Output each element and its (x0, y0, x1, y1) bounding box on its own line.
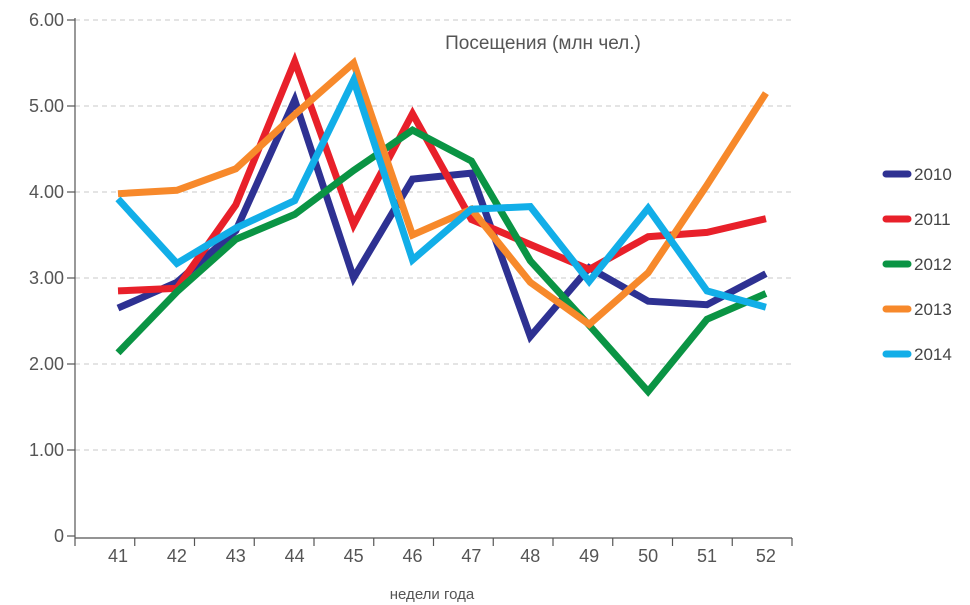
x-tick-label: 47 (461, 546, 481, 566)
legend-label: 2011 (914, 210, 951, 229)
legend-item-2010: 2010 (882, 165, 952, 184)
x-tick-label: 49 (579, 546, 599, 566)
x-tick-label: 45 (344, 546, 364, 566)
x-tick-label: 43 (226, 546, 246, 566)
x-tick-label: 48 (520, 546, 540, 566)
x-tick-label: 44 (285, 546, 305, 566)
legend-item-2014: 2014 (882, 345, 952, 364)
y-tick-label: 2.00 (29, 354, 64, 374)
series-line-2014 (115, 70, 767, 311)
x-axis-title: недели года (390, 586, 475, 603)
legend-item-2011: 2011 (882, 210, 951, 229)
x-tick-label: 42 (167, 546, 187, 566)
legend-label: 2012 (914, 255, 952, 274)
series-line-2013 (117, 56, 769, 329)
y-axis-ticks: 0 1.00 2.00 3.00 4.00 5.00 6.00 (29, 10, 75, 546)
y-tick-label: 0 (54, 526, 64, 546)
x-tick-label: 41 (108, 546, 128, 566)
chart-title: Посещения (млн чел.) (445, 33, 641, 54)
legend-label: 2010 (914, 165, 952, 184)
x-tick-label: 46 (402, 546, 422, 566)
series-lines (115, 51, 769, 397)
x-tick-label: 51 (697, 546, 717, 566)
y-tick-label: 4.00 (29, 182, 64, 202)
series-line-2012 (115, 126, 768, 397)
series-line-2011 (117, 51, 767, 295)
y-tick-label: 5.00 (29, 96, 64, 116)
series-line-2010 (116, 90, 768, 344)
y-tick-label: 3.00 (29, 268, 64, 288)
x-axis-ticks: 41 42 43 44 45 46 47 48 49 50 51 52 (74, 538, 793, 566)
y-tick-label: 6.00 (29, 10, 64, 30)
legend-item-2013: 2013 (882, 300, 952, 319)
legend-label: 2013 (914, 300, 952, 319)
y-tick-label: 1.00 (29, 440, 64, 460)
legend-item-2012: 2012 (882, 255, 952, 274)
legend-label: 2014 (914, 345, 952, 364)
x-tick-label: 52 (756, 546, 776, 566)
legend: 2010 2011 2012 2013 2014 (882, 165, 952, 364)
x-tick-label: 50 (638, 546, 658, 566)
